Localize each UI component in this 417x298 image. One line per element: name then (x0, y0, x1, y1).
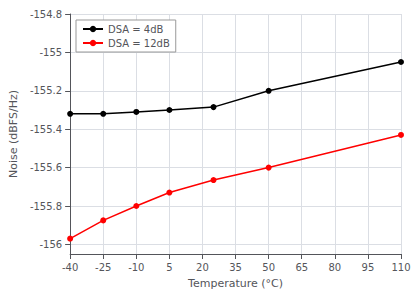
svg-text:-155.8: -155.8 (30, 201, 62, 212)
svg-text:20: 20 (196, 262, 209, 273)
svg-text:DSA = 4dB: DSA = 4dB (108, 24, 164, 35)
svg-text:Noise (dBFS/Hz): Noise (dBFS/Hz) (7, 90, 20, 178)
svg-text:80: 80 (328, 262, 341, 273)
svg-text:-155.2: -155.2 (30, 85, 62, 96)
svg-text:Temperature (°C): Temperature (°C) (187, 277, 283, 290)
svg-text:5: 5 (166, 262, 172, 273)
svg-text:DSA = 12dB: DSA = 12dB (108, 38, 170, 49)
svg-text:110: 110 (391, 262, 410, 273)
svg-text:65: 65 (295, 262, 308, 273)
svg-text:-40: -40 (62, 262, 78, 273)
svg-text:-154.8: -154.8 (30, 9, 62, 20)
svg-text:35: 35 (229, 262, 242, 273)
svg-text:-155.6: -155.6 (30, 162, 62, 173)
svg-text:-10: -10 (128, 262, 144, 273)
svg-text:50: 50 (262, 262, 275, 273)
svg-text:-155.4: -155.4 (30, 124, 62, 135)
svg-text:-155: -155 (39, 47, 62, 58)
svg-text:-25: -25 (95, 262, 111, 273)
svg-text:95: 95 (362, 262, 375, 273)
svg-text:-156: -156 (39, 239, 62, 250)
